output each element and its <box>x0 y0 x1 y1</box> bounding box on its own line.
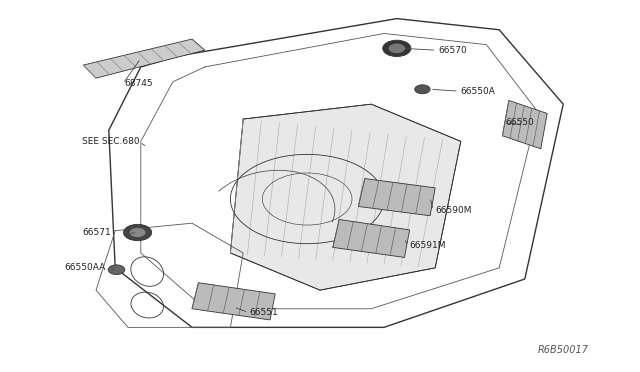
Circle shape <box>415 85 430 94</box>
Text: 66591M: 66591M <box>410 241 446 250</box>
Circle shape <box>124 224 152 241</box>
Circle shape <box>108 265 125 275</box>
Text: R6B50017: R6B50017 <box>538 345 589 355</box>
Polygon shape <box>358 179 435 216</box>
Polygon shape <box>192 283 275 320</box>
Text: 66551: 66551 <box>250 308 278 317</box>
Circle shape <box>383 40 411 57</box>
Text: 66550: 66550 <box>506 118 534 127</box>
Text: 66550A: 66550A <box>461 87 495 96</box>
Text: 66571: 66571 <box>82 228 111 237</box>
Polygon shape <box>502 100 547 149</box>
Polygon shape <box>333 219 410 257</box>
Text: SEE SEC.680: SEE SEC.680 <box>82 137 140 146</box>
Text: 66550AA: 66550AA <box>64 263 105 272</box>
Circle shape <box>130 228 145 237</box>
Text: 68745: 68745 <box>125 79 154 88</box>
Text: 66590M: 66590M <box>435 206 472 215</box>
Circle shape <box>388 44 405 53</box>
Polygon shape <box>230 104 461 290</box>
Text: 66570: 66570 <box>438 46 467 55</box>
Polygon shape <box>83 39 205 78</box>
